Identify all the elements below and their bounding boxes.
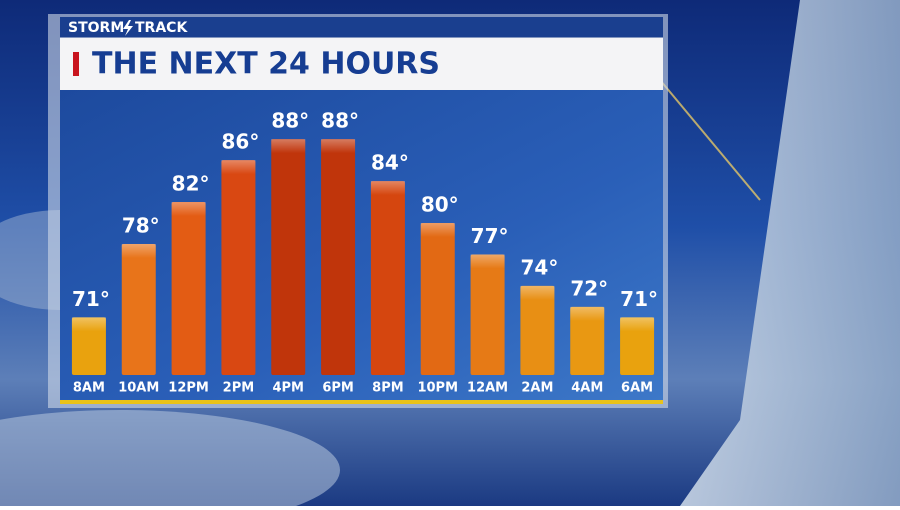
x-tick-label: 8AM (73, 381, 105, 396)
x-tick-label: 10PM (417, 381, 458, 396)
bar-shine (321, 139, 356, 154)
bar (221, 160, 256, 375)
bar (171, 202, 206, 375)
x-tick-label: 12PM (168, 381, 209, 396)
bar-shine (620, 317, 655, 332)
value-label: 71° (72, 287, 110, 311)
x-tick-label: 12AM (467, 381, 508, 396)
value-label: 77° (471, 224, 509, 248)
title-bar (60, 38, 663, 90)
bar (370, 181, 405, 375)
bar-shine (71, 317, 106, 332)
value-label: 74° (520, 255, 558, 279)
bottom-rule (60, 400, 663, 404)
x-tick-label: 6PM (322, 381, 354, 396)
bar-shine (420, 223, 455, 238)
bar-shine (470, 254, 505, 269)
brand-right: TRACK (135, 20, 188, 36)
light-streak (659, 79, 761, 201)
bar (321, 139, 356, 375)
brand-left: STORM (68, 20, 124, 36)
chart-title: THE NEXT 24 HOURS (92, 47, 440, 82)
bar (620, 317, 655, 375)
bar (121, 243, 156, 375)
x-tick-label: 6AM (621, 381, 653, 396)
bar (271, 139, 306, 375)
bar-shine (121, 243, 156, 258)
bar-shine (271, 139, 306, 154)
bar-shine (520, 285, 555, 300)
x-tick-label: 4AM (571, 381, 603, 396)
value-label: 80° (421, 193, 459, 217)
x-tick-label: 2AM (521, 381, 553, 396)
bar-shine (221, 160, 256, 175)
value-label: 88° (321, 109, 359, 133)
x-tick-label: 4PM (272, 381, 304, 396)
bar (470, 254, 505, 375)
value-label: 71° (620, 287, 658, 311)
bar (420, 223, 455, 375)
value-label: 84° (371, 151, 409, 175)
x-tick-label: 8PM (372, 381, 404, 396)
brand-bar (60, 17, 663, 37)
value-label: 88° (271, 109, 309, 133)
value-label: 72° (570, 276, 608, 300)
value-label: 82° (172, 172, 210, 196)
bars: 71° 8AM 78° 10AM 82° 12PM 86° 2PM 88° 4PM 88° 6PM 84… (71, 109, 658, 396)
value-label: 78° (122, 213, 160, 237)
bolt-icon (123, 20, 133, 36)
cloud (0, 410, 340, 510)
bar-shine (370, 181, 405, 196)
bar-shine (171, 202, 206, 217)
bar (71, 317, 106, 375)
bar (520, 285, 555, 375)
x-tick-label: 10AM (118, 381, 159, 396)
bar (570, 306, 605, 375)
value-label: 86° (221, 130, 259, 154)
bar-shine (570, 306, 605, 321)
glass-panel (680, 0, 900, 506)
title-marker (73, 52, 79, 76)
plot-area (60, 90, 663, 400)
x-tick-label: 2PM (223, 381, 255, 396)
